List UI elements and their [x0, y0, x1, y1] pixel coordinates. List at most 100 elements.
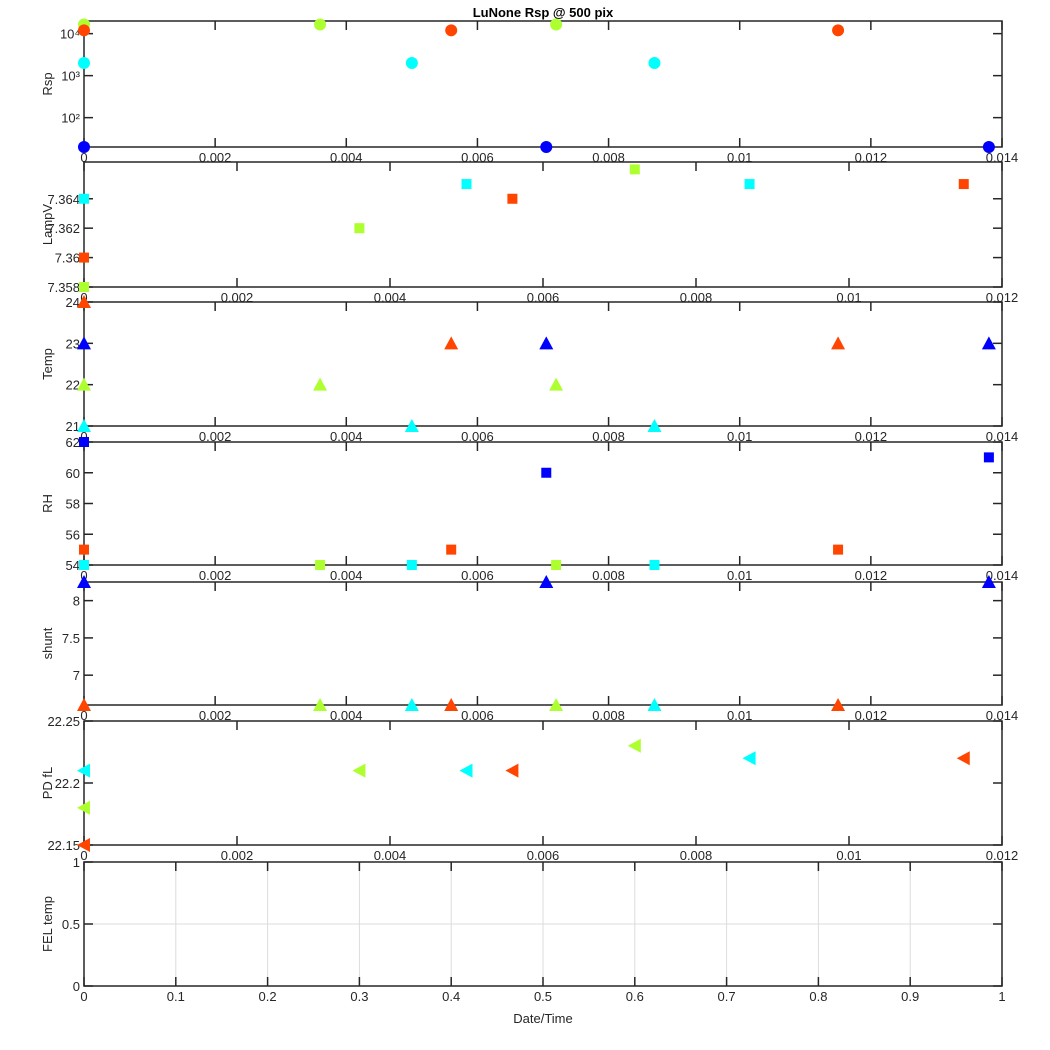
data-point	[831, 336, 846, 350]
x-tick-label: 0.008	[592, 708, 625, 723]
axes-frame	[83, 720, 1003, 846]
data-point	[314, 18, 327, 31]
data-point	[444, 698, 459, 711]
x-tick-label: 0.5	[534, 989, 552, 1004]
x-tick-label: 0.004	[330, 429, 363, 444]
data-point	[539, 336, 554, 350]
x-tick-label: 0	[80, 429, 87, 444]
data-point	[79, 282, 89, 292]
data-point	[446, 544, 457, 555]
x-tick-label: 0.2	[259, 989, 277, 1004]
y-tick-label: 7.36	[55, 251, 80, 266]
y-tick-label: 24	[66, 295, 80, 310]
y-tick-label: 56	[66, 527, 80, 542]
x-tick-label: 0.1	[167, 989, 185, 1004]
y-tick-label: 60	[66, 466, 80, 481]
panel-6: 0 0.002 0.004 0.006 0.008 0.01 0.012 22.15 22.2 2…	[40, 714, 1018, 863]
data-point	[832, 24, 845, 37]
x-tick-label: 0.6	[626, 989, 644, 1004]
data-points	[77, 738, 970, 852]
y-axis-label: PD fL	[40, 767, 55, 800]
data-point	[313, 377, 328, 391]
x-tick-label: 0.008	[592, 429, 625, 444]
x-tick-label: 0.012	[855, 568, 888, 583]
panel-3: 0 0.002 0.004 0.006 0.008 0.01 0.012 0.014 21 22 2…	[40, 295, 1018, 444]
x-tick-label: 0.8	[809, 989, 827, 1004]
axes-frame	[83, 161, 1003, 288]
x-tick-label: 0.014	[986, 708, 1019, 723]
y-tick-label: 0	[73, 979, 80, 994]
data-point	[404, 419, 419, 432]
data-point	[77, 295, 91, 308]
y-tick-label: 62	[66, 435, 80, 450]
x-tick-label: 0.01	[836, 848, 861, 863]
data-point	[983, 452, 994, 463]
x-tick-label: 0.7	[718, 989, 736, 1004]
x-tick-label: 0.012	[855, 429, 888, 444]
x-tick-label: 0.006	[527, 848, 560, 863]
y-axis-label: shunt	[40, 627, 55, 659]
x-tick-label: 0.3	[350, 989, 368, 1004]
panel-4: 00.0020.0040.0060.0080.010.0120.01454565…	[40, 435, 1018, 583]
data-point	[539, 575, 554, 588]
x-tick-label: 0	[80, 848, 87, 863]
data-point	[627, 738, 641, 753]
data-points	[79, 164, 969, 292]
data-point	[981, 336, 996, 350]
data-point	[313, 698, 328, 711]
x-tick-label: 0.002	[221, 848, 254, 863]
x-tick-label: 0.006	[461, 568, 494, 583]
data-point	[744, 179, 755, 190]
y-axis-label: RH	[40, 494, 55, 513]
data-point	[505, 763, 519, 778]
data-point	[549, 377, 564, 391]
data-point	[647, 419, 662, 432]
data-point	[445, 24, 458, 37]
panel-5: 0 0.002 0.004 0.006 0.008 0.01 0.012 0.014 7 7.5 8…	[40, 575, 1018, 723]
x-tick-label: 1	[998, 989, 1005, 1004]
x-tick-label: 0	[80, 708, 87, 723]
y-tick-label: 21	[66, 419, 80, 434]
x-tick-label: 0.4	[442, 989, 460, 1004]
y-tick-label: 7.5	[62, 631, 80, 646]
x-tick-label: 0.004	[374, 848, 407, 863]
data-point	[649, 560, 660, 570]
data-point	[742, 751, 756, 766]
y-tick-label: 23	[66, 336, 80, 351]
x-tick-label: 0.006	[461, 708, 494, 723]
data-points	[77, 295, 996, 432]
data-point	[958, 179, 969, 190]
y-tick-label: 0.5	[62, 917, 80, 932]
axes-frame	[83, 20, 1003, 148]
x-tick-label: 0.006	[461, 429, 494, 444]
panel-7: 0 0.1 0.2 0.3 0.4 0.5 0.6 0.7 0.8 0.9 1 0 0.5 1 FEL te…	[40, 855, 1006, 1026]
x-tick-label: 0.008	[592, 568, 625, 583]
data-point	[77, 419, 91, 432]
x-tick-label: 0.002	[199, 568, 232, 583]
y-axis-label: FEL temp	[40, 896, 55, 952]
x-tick-label: 0.01	[727, 568, 752, 583]
panels: 0 0.002 0.004 0.006 0.008 0.01 0.012 0.01410²10…	[40, 18, 1018, 1026]
x-tick-label: 0.002	[199, 708, 232, 723]
x-tick-label: 0.9	[901, 989, 919, 1004]
y-tick-label: 10⁴	[60, 27, 80, 42]
x-tick-label: 0.014	[986, 429, 1019, 444]
data-point	[541, 467, 552, 478]
x-tick-label: 0.01	[727, 429, 752, 444]
panel-1: 0 0.002 0.004 0.006 0.008 0.01 0.012 0.01410²10…	[40, 18, 1018, 165]
y-tick-label: 22.25	[47, 714, 80, 729]
y-tick-label: 1	[73, 855, 80, 870]
y-tick-label: 7.362	[47, 221, 80, 236]
data-point	[79, 437, 89, 447]
axes-frame	[83, 441, 1003, 566]
data-point	[79, 193, 89, 204]
data-point	[981, 575, 996, 588]
y-tick-label: 10²	[61, 111, 80, 126]
data-point	[507, 193, 518, 204]
data-point	[77, 838, 90, 852]
data-point	[78, 24, 90, 37]
data-point	[79, 252, 89, 263]
data-point	[77, 698, 91, 711]
panel-2: 00.0020.0040.0060.0080.010.0127.3587.367…	[40, 161, 1018, 305]
